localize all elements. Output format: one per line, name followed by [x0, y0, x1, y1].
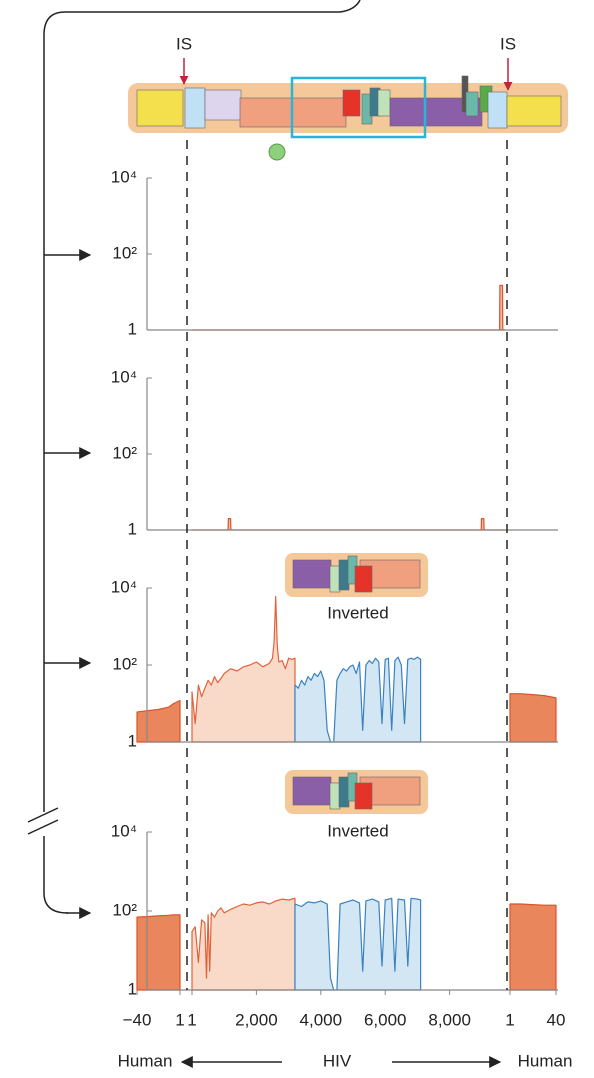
is-label: IS [500, 34, 516, 53]
coverage-area [136, 699, 181, 743]
annotation: Inverted [327, 821, 388, 840]
x-tick-label: 6,000 [364, 1010, 407, 1029]
coverage-area [191, 284, 506, 331]
coverage-area [509, 693, 557, 743]
x-tick-label: 1 [505, 1010, 514, 1029]
x-tick-label: 2,000 [235, 1010, 278, 1029]
bracket [27, 0, 361, 919]
region-label: HIV [323, 1051, 352, 1070]
inset [285, 553, 428, 597]
y-tick-label: 10⁴ [111, 367, 137, 386]
y-tick-label: 10² [112, 443, 137, 462]
y-tick-label: 10² [112, 654, 137, 673]
region-label: Human [518, 1051, 573, 1070]
x-tick-label: 4,000 [300, 1010, 343, 1029]
y-tick-label: 1 [128, 319, 137, 338]
coverage-area [294, 656, 422, 743]
y-tick-label: 10² [112, 243, 137, 262]
coverage-area [191, 518, 506, 531]
coverage-area [294, 897, 422, 991]
x-tick-label: 40 [547, 1010, 566, 1029]
x-tick-label: −40 [123, 1010, 152, 1029]
y-tick-label: 10² [112, 900, 137, 919]
inset [285, 770, 428, 814]
x-tick-label: 1 [175, 1010, 184, 1029]
x-tick-label: 8,000 [428, 1010, 471, 1029]
plots: 1 10² 10⁴ 1 10² 10⁴ 1 10² 10⁴ Inverted 1 10² 10⁴ Inve… [111, 167, 566, 1029]
annotation: Inverted [327, 603, 388, 622]
coverage-area [509, 903, 557, 991]
x-tick-label: 1 [187, 1010, 196, 1029]
coverage-area [191, 897, 296, 991]
y-tick-label: 10⁴ [111, 821, 137, 840]
is-label: IS [176, 34, 192, 53]
y-tick-label: 1 [128, 979, 137, 998]
genome-diagram [128, 58, 568, 161]
coverage-area [191, 595, 296, 743]
y-tick-label: 10⁴ [111, 167, 137, 186]
y-tick-label: 1 [128, 731, 137, 750]
y-tick-label: 1 [128, 519, 137, 538]
coverage-area [136, 914, 181, 991]
y-tick-label: 10⁴ [111, 577, 137, 596]
region-label: Human [118, 1051, 173, 1070]
